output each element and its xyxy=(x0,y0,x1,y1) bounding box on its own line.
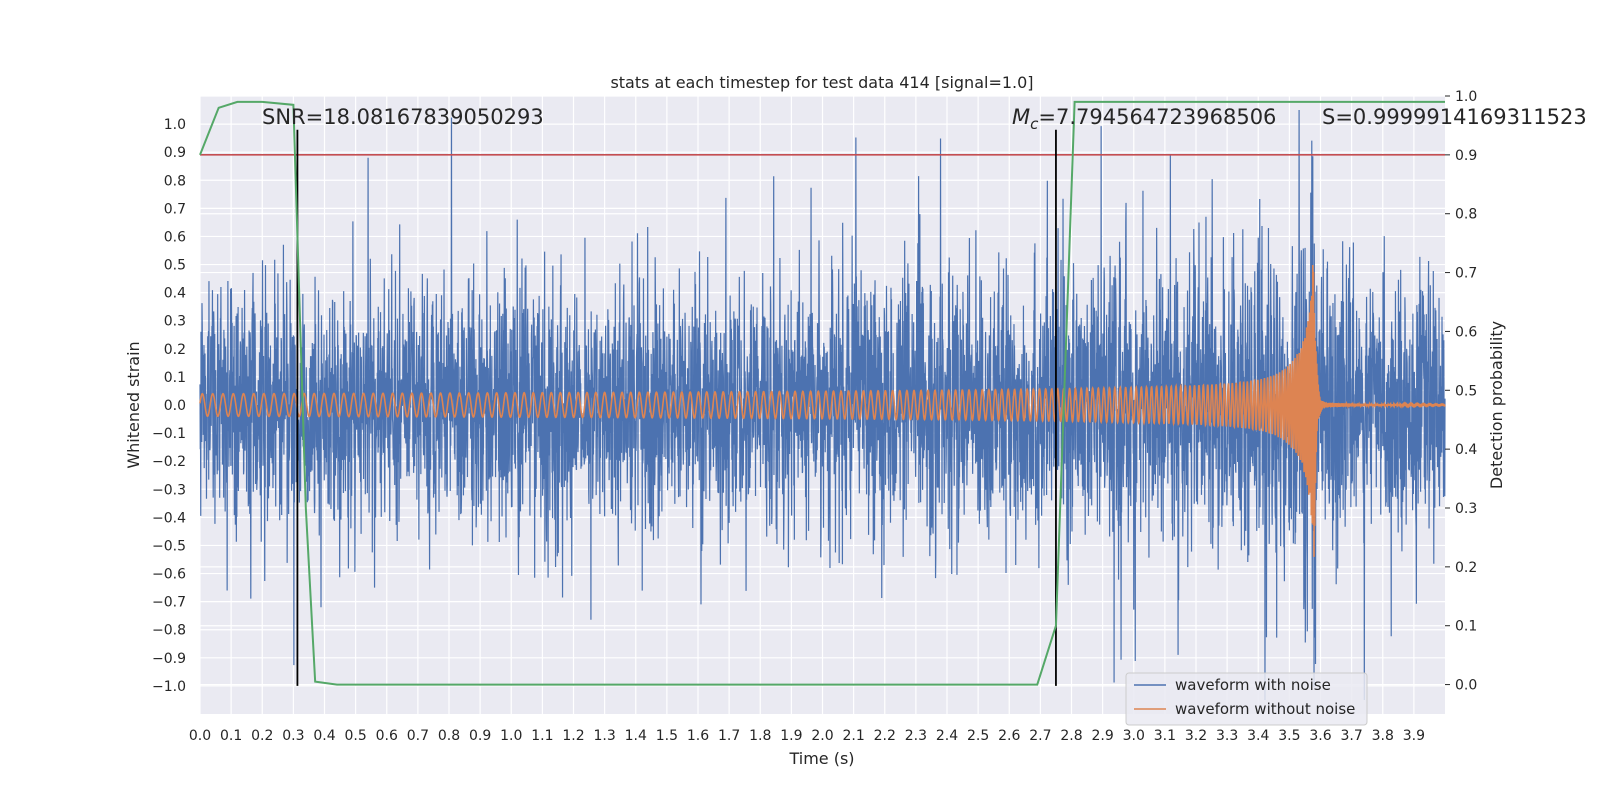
x-tick-label: 2.3 xyxy=(905,728,927,744)
x-tick-label: 1.6 xyxy=(687,728,709,744)
y2-tick-label: 0.4 xyxy=(1455,442,1477,458)
y2-tick-label: 0.3 xyxy=(1455,501,1477,517)
x-tick-label: 1.0 xyxy=(500,728,522,744)
x-tick-label: 3.8 xyxy=(1372,728,1394,744)
y2-tick-label: 0.9 xyxy=(1455,148,1477,164)
x-tick-label: 2.5 xyxy=(967,728,989,744)
y-tick-label: 0.9 xyxy=(164,145,186,161)
x-tick-label: 1.5 xyxy=(656,728,678,744)
y-axis-label: Whitened strain xyxy=(124,341,143,468)
x-tick-label: 0.4 xyxy=(313,728,335,744)
mc-symbol: M xyxy=(1012,105,1030,129)
x-axis-label: Time (s) xyxy=(788,749,854,768)
x-tick-label: 3.6 xyxy=(1309,728,1331,744)
y-tick-label: −0.6 xyxy=(152,567,186,583)
y-tick-label: −0.3 xyxy=(152,482,186,498)
x-tick-label: 0.0 xyxy=(189,728,211,744)
y2-tick-label: 0.1 xyxy=(1455,619,1477,635)
chart-title: stats at each timestep for test data 414… xyxy=(610,73,1033,92)
y2-tick-label: 0.8 xyxy=(1455,207,1477,223)
x-tick-label: 0.2 xyxy=(251,728,273,744)
x-tick-label: 3.7 xyxy=(1340,728,1362,744)
y-ticks: 1.0 0.9 0.8 0.7 0.6 0.5 0.4 0.3 0.2 0.1 0.0 −0.1 −0.… xyxy=(152,117,186,695)
y-tick-label: 0.0 xyxy=(164,398,186,414)
y-tick-label: −0.7 xyxy=(152,595,186,611)
x-tick-label: 3.0 xyxy=(1123,728,1145,744)
x-tick-label: 1.8 xyxy=(749,728,771,744)
legend-label-clean: waveform without noise xyxy=(1175,700,1355,718)
y-tick-label: 0.1 xyxy=(164,370,186,386)
x-tick-label: 1.9 xyxy=(780,728,802,744)
mc-subscript: c xyxy=(1030,115,1039,133)
series-waveform-without-noise xyxy=(199,265,1446,557)
x-tick-label: 0.7 xyxy=(407,728,429,744)
y2-tick-label: 1.0 xyxy=(1455,89,1477,105)
y-tick-label: 1.0 xyxy=(164,117,186,133)
y-tick-label: −0.2 xyxy=(152,454,186,470)
y-tick-label: 0.6 xyxy=(164,229,186,245)
x-tick-label: 2.4 xyxy=(936,728,958,744)
x-tick-label: 3.5 xyxy=(1278,728,1300,744)
x-tick-label: 1.2 xyxy=(562,728,584,744)
y-tick-label: −0.4 xyxy=(152,510,186,526)
s-annotation: S=0.9999914169311523 xyxy=(1322,105,1587,129)
legend: waveform with noise waveform without noi… xyxy=(1125,672,1368,726)
x-tick-label: 1.1 xyxy=(531,728,553,744)
x-tick-label: 3.9 xyxy=(1403,728,1425,744)
series-detection-probability xyxy=(199,100,1445,686)
x-ticks: 0.0 0.1 0.2 0.3 0.4 0.5 0.6 0.7 0.8 0.9 1.0 1.1 1.2 1… xyxy=(189,728,1425,744)
x-tick-label: 2.2 xyxy=(874,728,896,744)
x-tick-label: 1.7 xyxy=(718,728,740,744)
x-tick-label: 2.8 xyxy=(1060,728,1082,744)
x-tick-label: 2.0 xyxy=(811,728,833,744)
y-tick-label: 0.7 xyxy=(164,201,186,217)
mc-value: =7.794564723968506 xyxy=(1038,105,1276,129)
x-tick-label: 3.3 xyxy=(1216,728,1238,744)
detection-probability-line xyxy=(199,100,1445,686)
legend-box xyxy=(1125,672,1368,726)
x-tick-label: 0.3 xyxy=(282,728,304,744)
x-tick-label: 2.7 xyxy=(1029,728,1051,744)
x-tick-label: 3.4 xyxy=(1247,728,1269,744)
y-tick-label: −0.8 xyxy=(152,623,186,639)
x-tick-label: 0.5 xyxy=(344,728,366,744)
x-tick-label: 0.9 xyxy=(469,728,491,744)
x-tick-label: 3.1 xyxy=(1154,728,1176,744)
y2-axis-label: Detection probability xyxy=(1487,321,1506,489)
y2-tick-label: 0.2 xyxy=(1455,560,1477,576)
y-tick-label: −1.0 xyxy=(152,679,186,695)
y-tick-label: −0.1 xyxy=(152,426,186,442)
legend-label-noise: waveform with noise xyxy=(1175,676,1331,694)
x-tick-label: 2.6 xyxy=(998,728,1020,744)
x-tick-label: 1.3 xyxy=(593,728,615,744)
waveform-without-noise-line xyxy=(199,265,1446,557)
x-tick-label: 3.2 xyxy=(1185,728,1207,744)
x-tick-label: 0.6 xyxy=(376,728,398,744)
x-tick-label: 1.4 xyxy=(625,728,647,744)
snr-annotation: SNR=18.08167839050293 xyxy=(262,105,544,129)
x-tick-label: 0.8 xyxy=(438,728,460,744)
y2-tick-label: 0.5 xyxy=(1455,383,1477,399)
x-tick-label: 0.1 xyxy=(220,728,242,744)
x-tick-label: 2.1 xyxy=(842,728,864,744)
y-tick-label: 0.3 xyxy=(164,314,186,330)
y-tick-label: 0.8 xyxy=(164,173,186,189)
y-tick-label: −0.9 xyxy=(152,651,186,667)
y-tick-label: 0.5 xyxy=(164,258,186,274)
y2-tick-label: 0.7 xyxy=(1455,266,1477,282)
y-tick-label: −0.5 xyxy=(152,538,186,554)
mc-annotation: Mc=7.794564723968506 xyxy=(1012,105,1276,133)
y-tick-label: 0.4 xyxy=(164,286,186,302)
y2-tick-label: 0.6 xyxy=(1455,324,1477,340)
y2-tick-label: 0.0 xyxy=(1455,678,1477,694)
x-tick-label: 2.9 xyxy=(1091,728,1113,744)
y2-ticks: 1.0 0.9 0.8 0.7 0.6 0.5 0.4 0.3 0.2 0.1 0.0 xyxy=(1445,89,1477,694)
y-tick-label: 0.2 xyxy=(164,342,186,358)
